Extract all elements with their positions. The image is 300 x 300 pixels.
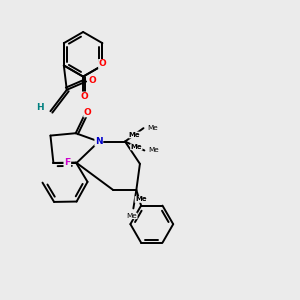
Text: F: F — [64, 158, 71, 167]
Text: Me: Me — [135, 196, 147, 202]
Text: Me: Me — [148, 147, 159, 153]
Text: Me: Me — [130, 144, 142, 150]
Text: O: O — [99, 59, 106, 68]
Text: F: F — [64, 158, 70, 167]
Text: N: N — [95, 137, 103, 146]
Text: O: O — [84, 108, 92, 117]
Text: Me: Me — [147, 125, 158, 131]
Text: Me: Me — [127, 213, 137, 219]
Text: H: H — [37, 103, 44, 112]
Text: N: N — [95, 137, 103, 146]
Text: O: O — [89, 76, 97, 85]
Text: Me: Me — [129, 132, 140, 138]
Text: O: O — [81, 92, 88, 101]
